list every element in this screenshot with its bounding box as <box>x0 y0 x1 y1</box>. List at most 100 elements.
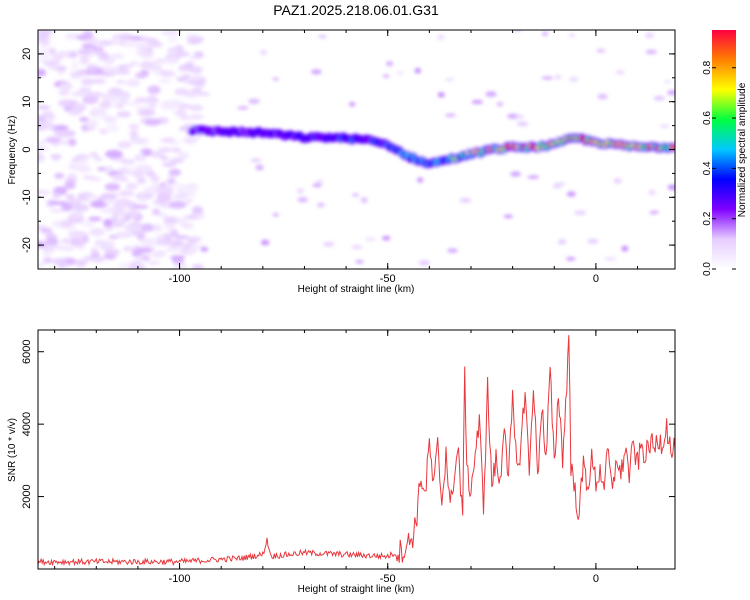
heatmap-cell <box>145 95 158 103</box>
x-tick-label: -100 <box>169 573 191 585</box>
heatmap-cell <box>667 90 675 96</box>
heatmap-cell <box>130 138 147 145</box>
heatmap-cell <box>91 78 106 85</box>
y-tick-label: 2000 <box>21 484 33 508</box>
heatmap-cell <box>85 119 99 127</box>
heatmap-cell <box>139 223 155 232</box>
heatmap-cell <box>144 118 162 126</box>
heatmap-cell <box>54 172 65 180</box>
heatmap-cell <box>82 175 95 180</box>
heatmap-cell <box>111 66 121 73</box>
heatmap-cell <box>87 37 100 46</box>
heatmap-cell <box>110 53 125 60</box>
heatmap-cell <box>64 178 78 183</box>
heatmap-cell <box>125 182 138 190</box>
plot-frame <box>37 329 676 570</box>
heatmap-cell <box>604 257 617 261</box>
heatmap-cell <box>102 240 115 249</box>
y-tick-label: 4000 <box>21 412 33 436</box>
heatmap-cell <box>171 147 182 153</box>
heatmap-cell <box>565 257 576 261</box>
heatmap-cell <box>129 35 143 41</box>
heatmap-cell <box>118 210 128 219</box>
heatmap-cell <box>38 154 46 163</box>
heatmap-cell <box>416 177 424 183</box>
heatmap-cell <box>134 97 148 103</box>
heatmap-cell <box>447 248 458 253</box>
heatmap-cell <box>38 47 49 53</box>
heatmap-cell <box>436 34 445 41</box>
heatmap-cell <box>568 76 579 83</box>
heatmap-cell <box>649 210 659 214</box>
heatmap-cell <box>272 77 279 81</box>
heatmap-cell <box>130 60 139 67</box>
heatmap-cell <box>597 93 608 100</box>
heatmap-cell <box>60 140 70 145</box>
heatmap-cell <box>88 92 104 98</box>
heatmap-cell <box>142 240 156 248</box>
x-tick-label: -50 <box>380 573 396 585</box>
heatmap-cell <box>78 86 92 96</box>
heatmap-cell <box>296 188 305 194</box>
heatmap-cell <box>79 55 90 65</box>
heatmap-cell <box>89 227 105 237</box>
heatmap-cell <box>312 183 322 187</box>
heatmap-cell <box>596 48 605 53</box>
heatmap-cell <box>113 201 127 211</box>
heatmap-cell <box>168 200 187 209</box>
heatmap-cell <box>516 121 529 127</box>
spectrogram-x-label: Height of straight line (km) <box>298 284 415 295</box>
heatmap-cell <box>552 183 562 189</box>
heatmap-cell <box>38 146 50 151</box>
heatmap-cell <box>645 32 655 39</box>
x-tick-label: 0 <box>593 273 599 285</box>
heatmap-cell <box>59 246 75 251</box>
heatmap-cell <box>444 77 455 82</box>
heatmap-cell <box>52 192 61 199</box>
heatmap-cell <box>260 49 267 56</box>
heatmap-cell <box>459 198 472 203</box>
heatmap-cell <box>38 142 45 147</box>
heatmap-cell <box>115 231 133 239</box>
heatmap-cell <box>66 173 77 181</box>
heatmap-cell <box>137 196 148 203</box>
y-tick-label: 0 <box>21 146 33 152</box>
heatmap-cell <box>360 197 368 204</box>
heatmap-cell <box>541 31 549 37</box>
heatmap-cell <box>103 218 113 227</box>
heatmap-cell <box>188 80 205 86</box>
heatmap-cell <box>115 79 126 85</box>
heatmap-cell <box>648 189 656 196</box>
heatmap-cell <box>297 196 308 203</box>
heatmap-cell <box>118 190 135 197</box>
heatmap-cell <box>151 151 164 158</box>
heatmap-cell <box>42 250 52 257</box>
heatmap-cell <box>38 262 45 268</box>
snr-panel: -100 -50 0 2000 4000 6000 Height of straight … <box>7 329 676 595</box>
heatmap-cell <box>38 34 51 41</box>
heatmap-cell <box>183 91 200 98</box>
heatmap-cell <box>152 223 163 232</box>
heatmap-cell <box>364 237 377 241</box>
heatmap-cell <box>382 235 391 241</box>
heatmap-cell <box>163 216 179 225</box>
heatmap-cell <box>39 138 48 144</box>
heatmap-cell <box>148 41 164 48</box>
heatmap-cell <box>51 258 69 265</box>
heatmap-cell <box>348 101 356 107</box>
heatmap-cell <box>51 153 61 161</box>
heatmap-cell <box>154 234 166 239</box>
colorbar-ticks: 0.0 0.2 0.4 0.6 0.8 <box>702 60 736 276</box>
heatmap-cell <box>45 237 59 246</box>
heatmap-cell <box>255 164 264 171</box>
heatmap-cell <box>82 30 94 39</box>
heatmap-cell <box>250 158 262 162</box>
heatmap-cell <box>557 239 567 245</box>
heatmap-cell <box>99 100 113 109</box>
heatmap-cell <box>74 238 87 246</box>
heatmap-cell <box>72 203 90 212</box>
heatmap-cell <box>566 191 576 197</box>
heatmap-cell <box>414 67 422 74</box>
heatmap-cell <box>445 113 456 118</box>
